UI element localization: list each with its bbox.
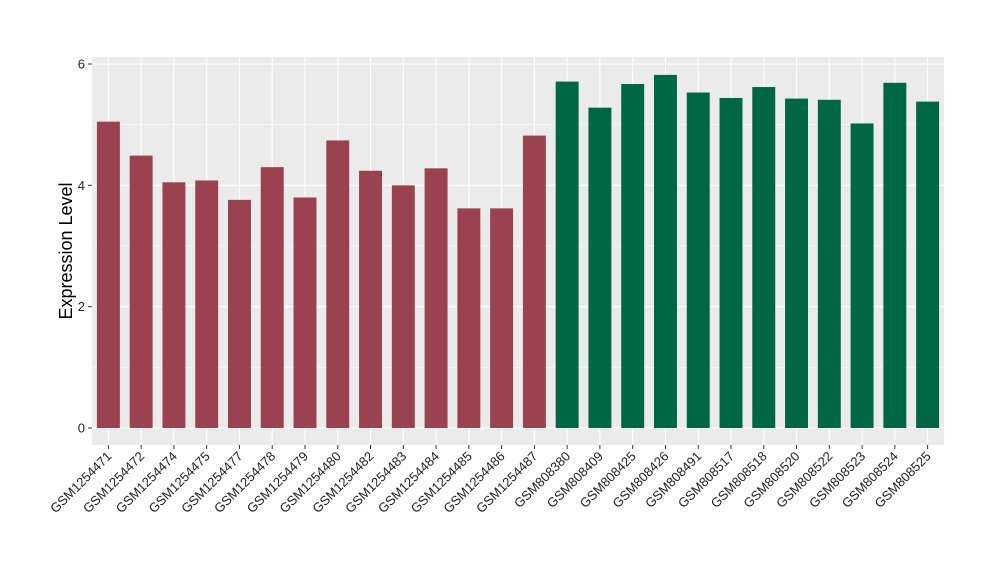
bar-GSM808491 [686, 92, 710, 428]
y-tick-label: 4 [78, 178, 85, 193]
bar-GSM808517 [719, 97, 743, 429]
y-axis: 0 2 4 6 [78, 57, 92, 436]
bar-GSM808518 [752, 87, 776, 428]
y-tick-label: 6 [78, 57, 85, 72]
bar-GSM808524 [883, 82, 907, 428]
bar-GSM1254486 [490, 208, 514, 428]
bar-GSM1254477 [227, 199, 251, 428]
bar-GSM1254484 [424, 168, 448, 428]
x-axis: GSM1254471GSM1254472GSM1254474GSM1254475… [47, 445, 934, 516]
bar-GSM808520 [785, 98, 809, 428]
bar-GSM1254479 [293, 197, 317, 428]
bar-GSM808525 [916, 101, 940, 428]
bars [96, 74, 940, 429]
bar-GSM1254478 [260, 167, 284, 428]
bar-GSM1254482 [359, 170, 383, 429]
bar-GSM1254483 [391, 185, 415, 428]
bar-GSM1254474 [162, 182, 186, 428]
bar-GSM1254471 [96, 121, 120, 428]
bar-GSM1254480 [326, 140, 350, 428]
bar-GSM808522 [817, 99, 841, 428]
bar-GSM808380 [555, 81, 579, 429]
y-axis-title: Expression Level [56, 182, 76, 319]
bar-GSM808409 [588, 107, 612, 429]
bar-GSM808426 [653, 74, 677, 429]
bar-GSM1254485 [457, 208, 481, 428]
bar-GSM808523 [850, 123, 874, 428]
y-tick-label: 2 [78, 299, 85, 314]
plot-panel [92, 57, 944, 445]
bar-GSM808425 [621, 84, 645, 429]
bar-GSM1254472 [129, 155, 153, 428]
bar-GSM1254487 [522, 135, 546, 428]
y-tick-label: 0 [78, 421, 85, 436]
bar-GSM1254475 [195, 180, 219, 428]
